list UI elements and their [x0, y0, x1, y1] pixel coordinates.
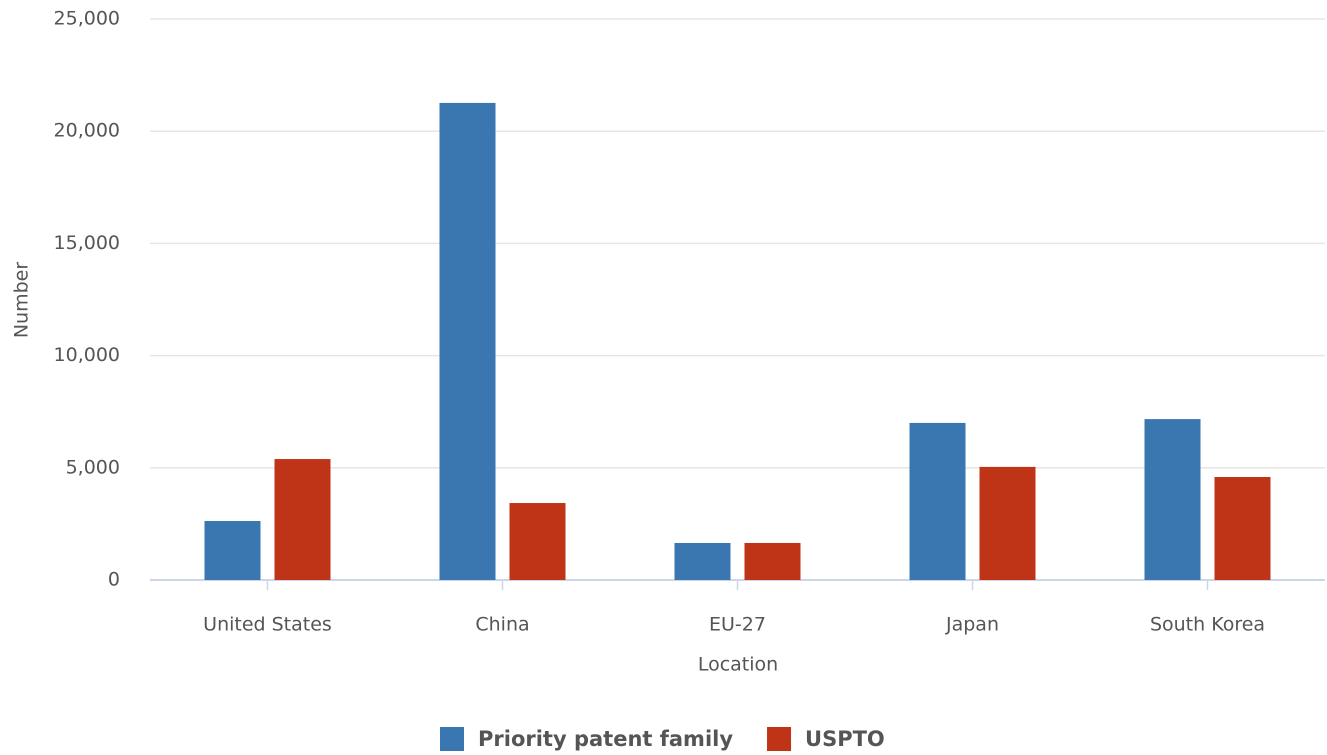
- bar: [204, 520, 261, 580]
- x-tick-label: China: [475, 614, 529, 636]
- y-tick-label: 10,000: [54, 344, 120, 366]
- bar: [1214, 477, 1271, 580]
- bar: [274, 459, 331, 580]
- x-tick-label: South Korea: [1150, 614, 1265, 636]
- x-tick-label: United States: [203, 614, 332, 636]
- bar: [909, 422, 966, 580]
- x-tick-label: Japan: [945, 614, 999, 636]
- y-tick-label: 0: [108, 569, 120, 591]
- bar: [439, 102, 496, 580]
- legend-label: Priority patent family: [478, 727, 733, 751]
- bar: [509, 503, 566, 580]
- legend-swatch: [440, 727, 464, 751]
- bar: [979, 466, 1036, 580]
- bar: [744, 542, 801, 580]
- y-tick-label: 5,000: [66, 456, 120, 478]
- y-tick-label: 25,000: [54, 8, 120, 30]
- y-axis-label: Number: [11, 262, 33, 339]
- bar: [1144, 419, 1201, 580]
- y-tick-label: 15,000: [54, 232, 120, 254]
- y-tick-label: 20,000: [54, 120, 120, 142]
- x-tick-label: EU-27: [709, 614, 766, 636]
- x-axis-label: Location: [698, 654, 778, 676]
- bar: [674, 542, 731, 580]
- legend-label: USPTO: [805, 727, 885, 751]
- legend-swatch: [767, 727, 792, 751]
